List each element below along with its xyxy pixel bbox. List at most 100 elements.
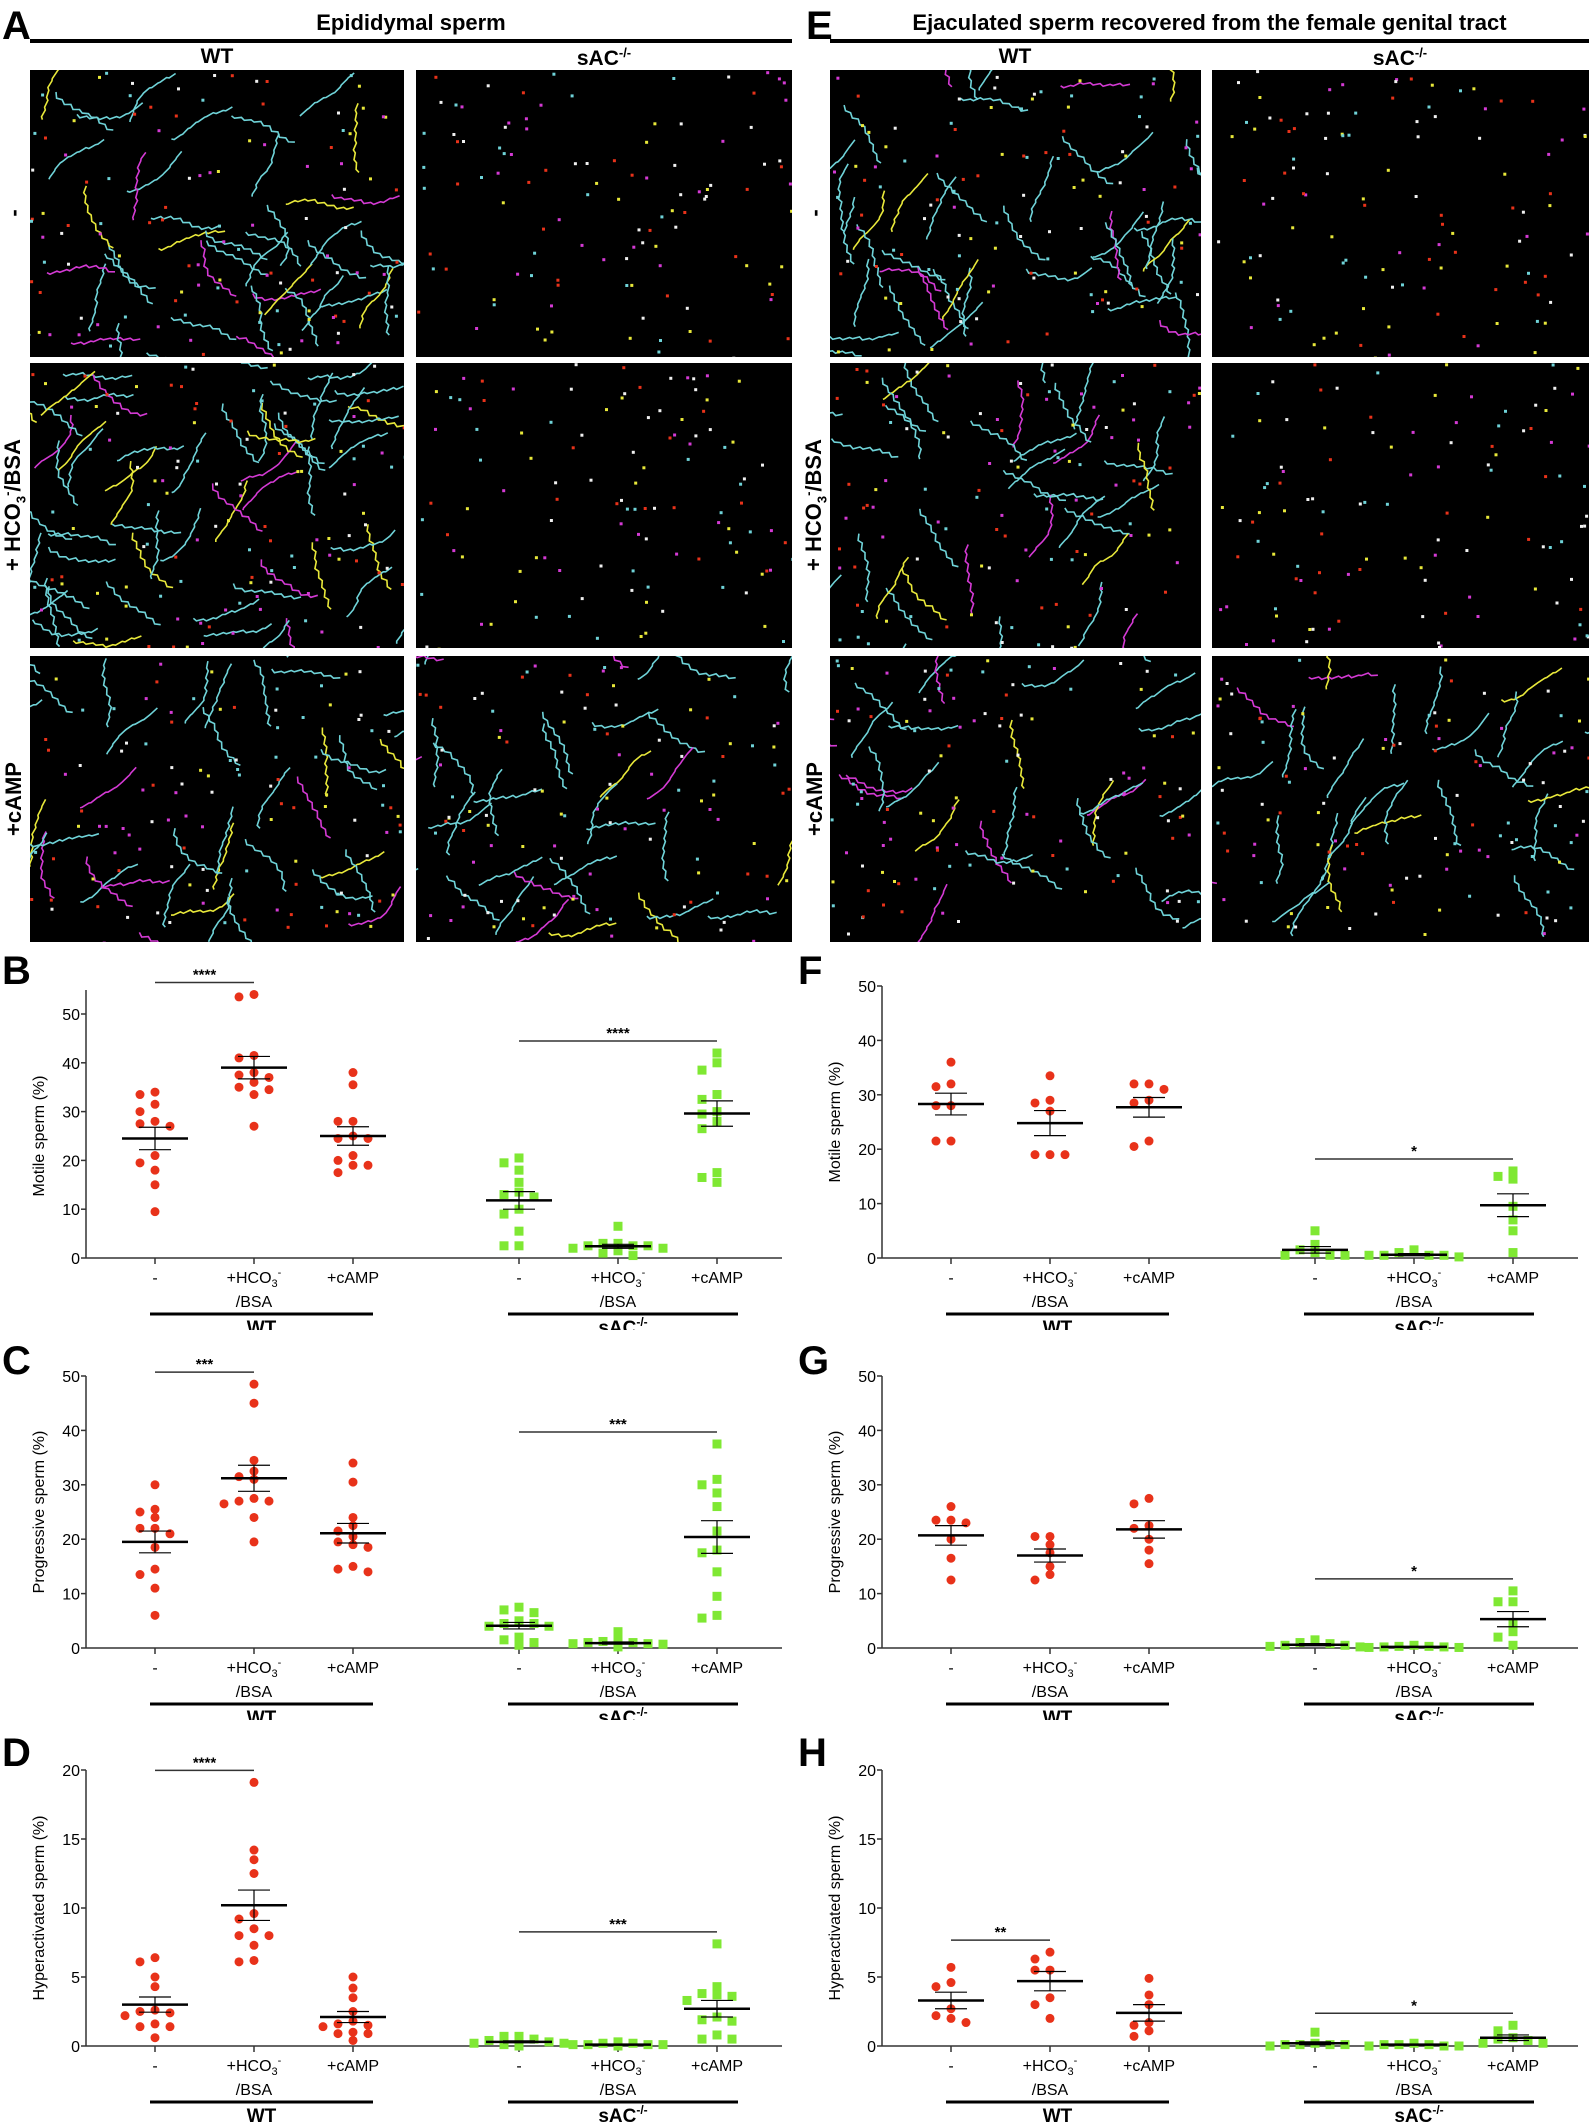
sperm-head: [1175, 561, 1179, 565]
sperm-head: [909, 615, 913, 619]
sperm-track: [203, 623, 273, 638]
sperm-head: [77, 333, 81, 337]
sperm-head: [359, 625, 363, 629]
x-tick-label-line2: /BSA: [236, 2082, 273, 2099]
sperm-head: [41, 235, 45, 239]
x-tick-label: +cAMP: [1487, 1270, 1539, 1287]
sperm-head: [1000, 513, 1004, 517]
sperm-head: [325, 793, 329, 797]
sperm-track: [888, 724, 959, 731]
sperm-head: [482, 399, 486, 402]
data-point: [333, 1155, 343, 1165]
data-point: [712, 1567, 722, 1577]
sperm-head: [449, 396, 453, 400]
sperm-head: [1188, 221, 1192, 225]
sperm-head: [1439, 266, 1443, 270]
data-point: [712, 2030, 722, 2040]
sperm-head: [440, 748, 444, 752]
sperm-track: [1436, 779, 1462, 847]
sperm-head: [867, 130, 871, 134]
sperm-head: [669, 376, 673, 380]
data-point: [150, 1512, 160, 1522]
sperm-head: [536, 327, 539, 331]
sperm-head: [294, 882, 298, 886]
sperm-head: [187, 176, 191, 180]
sperm-head: [168, 446, 172, 450]
sperm-track: [1326, 738, 1365, 799]
sperm-head: [276, 726, 280, 730]
sperm-head: [639, 635, 643, 638]
sperm-head: [376, 646, 380, 648]
sperm-head: [1114, 483, 1118, 487]
sperm-head: [480, 622, 483, 626]
sperm-head: [307, 309, 311, 313]
sperm-head: [728, 742, 732, 746]
data-point: [150, 1165, 160, 1175]
sperm-track: [612, 656, 629, 669]
sperm-head: [662, 808, 666, 812]
sperm-head: [1468, 595, 1472, 599]
sperm-head: [359, 713, 363, 717]
sperm-head: [50, 578, 54, 582]
sperm-head: [475, 427, 479, 431]
microscopy-image: [830, 656, 1201, 942]
data-point: [1144, 1559, 1154, 1569]
data-point: [1045, 1965, 1055, 1975]
sperm-head: [452, 133, 456, 136]
y-tick-label: 30: [62, 1105, 80, 1122]
sperm-head: [1119, 662, 1123, 665]
sperm-track: [171, 432, 207, 494]
sperm-track: [311, 542, 332, 610]
sperm-head: [946, 435, 950, 439]
sperm-head: [1563, 749, 1567, 753]
sperm-head: [865, 503, 869, 507]
panel-letter: H: [798, 1731, 827, 1775]
sperm-head: [1313, 363, 1317, 367]
sperm-head: [740, 501, 743, 505]
row-label-sub: 3: [814, 495, 830, 504]
sperm-head: [705, 716, 709, 720]
sperm-head: [381, 803, 385, 807]
sperm-head: [314, 755, 318, 759]
sperm-head: [1476, 615, 1480, 618]
sperm-head: [279, 802, 283, 806]
sperm-head: [1256, 70, 1260, 74]
sperm-track: [830, 743, 838, 747]
group-label-main: WT: [1043, 1708, 1073, 1720]
sperm-head: [387, 729, 391, 733]
sperm-head: [1570, 746, 1574, 750]
sperm-head: [236, 768, 240, 771]
sperm-head: [201, 642, 205, 645]
sperm-head: [612, 684, 615, 688]
data-point: [946, 1962, 956, 1972]
y-tick-label: 0: [867, 1251, 876, 1268]
data-point: [348, 1477, 358, 1487]
sperm-head: [1571, 392, 1574, 396]
sperm-track: [1002, 469, 1067, 502]
sperm-track: [30, 589, 69, 616]
sperm-track: [1196, 167, 1201, 176]
sperm-track: [242, 470, 299, 511]
sperm-head: [953, 128, 957, 131]
x-tick-label: -: [152, 1660, 157, 1677]
sperm-head: [454, 103, 458, 107]
data-point: [1409, 1245, 1419, 1255]
x-tick-label: +HCO3-: [591, 1267, 646, 1290]
sperm-head: [41, 211, 45, 215]
y-axis-label: Hyperactivated sperm (%): [31, 1816, 48, 2001]
sperm-head: [1259, 881, 1263, 885]
sperm-head: [657, 350, 661, 354]
data-point: [1508, 1248, 1518, 1258]
sperm-head: [1459, 849, 1463, 853]
data-point: [931, 2011, 941, 2021]
sperm-head: [856, 635, 860, 639]
sperm-head: [1558, 860, 1561, 864]
sperm-track: [850, 701, 894, 758]
sperm-head: [47, 748, 50, 752]
data-point: [613, 1627, 623, 1637]
sperm-head: [1080, 392, 1083, 396]
sperm-head: [986, 659, 990, 663]
sperm-head: [1096, 816, 1100, 820]
microscopy-image: [30, 656, 404, 942]
significance-label: ***: [196, 1356, 214, 1373]
